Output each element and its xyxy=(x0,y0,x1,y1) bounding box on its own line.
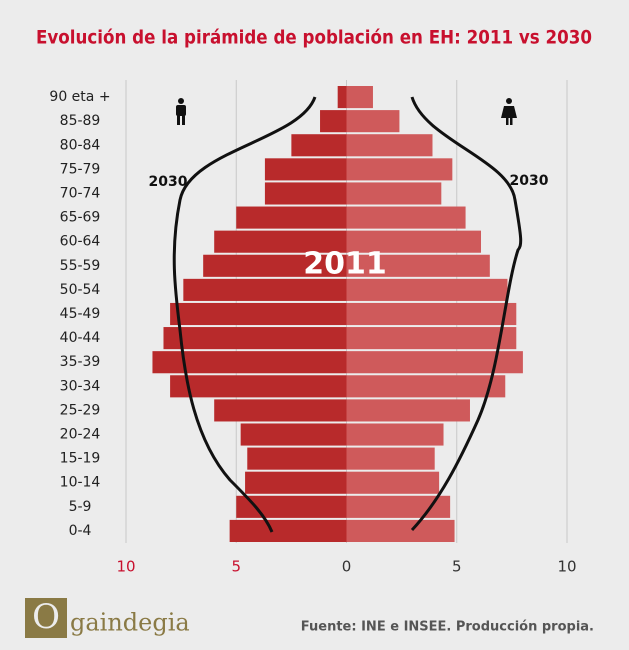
y-tick-label: 50-54 xyxy=(60,282,101,298)
logo-text: gaindegia xyxy=(70,609,190,637)
bar xyxy=(346,423,444,446)
logo: O gaindegia xyxy=(25,597,190,638)
y-tick-label: 20-24 xyxy=(60,427,101,443)
bar xyxy=(346,399,470,422)
bar xyxy=(346,471,440,494)
logo-mark: O xyxy=(32,597,60,637)
bar xyxy=(346,206,466,229)
bar xyxy=(346,327,517,350)
y-tick-label: 75-79 xyxy=(60,161,101,177)
y-tick-label: 55-59 xyxy=(60,258,101,274)
logo-box xyxy=(25,598,67,638)
overlay xyxy=(172,96,523,533)
bar xyxy=(346,158,453,181)
x-tick-label: 0 xyxy=(342,558,352,576)
bar xyxy=(240,423,347,446)
y-tick-label: 15-19 xyxy=(60,451,101,467)
male-icon xyxy=(176,98,186,125)
y-tick-label: 30-34 xyxy=(60,378,101,394)
y-tick-label: 10-14 xyxy=(60,475,101,491)
bar xyxy=(170,375,347,398)
y-tick-label: 70-74 xyxy=(60,185,101,201)
bar xyxy=(291,134,347,157)
bar xyxy=(346,134,433,157)
x-tick-label: 5 xyxy=(452,558,462,576)
bar xyxy=(346,86,373,109)
bar xyxy=(236,495,347,518)
curve-2030-right xyxy=(410,96,523,532)
bar xyxy=(346,110,400,133)
y-tick-label: 65-69 xyxy=(60,210,101,226)
y-tick-label: 35-39 xyxy=(60,354,101,370)
y-tick-label: 60-64 xyxy=(60,234,101,250)
bar xyxy=(346,230,482,253)
bar xyxy=(346,495,451,518)
x-tick-label: 5 xyxy=(231,558,241,576)
bar xyxy=(346,278,508,301)
bar xyxy=(152,351,347,374)
source: Fuente: INE e INSEE. Producción propia. xyxy=(301,620,594,635)
plot-area: 90 eta + 85-89 80-84 75-79 70-74 65-69 60-64 55… xyxy=(49,80,568,543)
bar xyxy=(183,278,347,301)
annotation-2011: 2011 xyxy=(303,247,387,282)
y-tick-label: 25-29 xyxy=(60,402,101,418)
annotation-2030-right: 2030 xyxy=(510,173,549,189)
bar xyxy=(170,302,347,326)
bar xyxy=(346,351,523,374)
y-tick-label: 45-49 xyxy=(60,306,101,322)
bar xyxy=(346,254,490,277)
bar xyxy=(214,230,347,253)
bar xyxy=(346,447,435,470)
bar xyxy=(245,471,347,494)
bar xyxy=(163,327,347,350)
bar xyxy=(337,86,347,109)
y-tick-label: 85-89 xyxy=(60,113,101,129)
bar xyxy=(247,447,347,470)
curve-2030-left xyxy=(172,96,317,533)
x-tick-label: 10 xyxy=(557,558,576,576)
bar xyxy=(346,302,517,326)
chart-title: Evolución de la pirámide de población en… xyxy=(36,27,592,49)
annotation-2030-left: 2030 xyxy=(149,174,188,190)
bar xyxy=(346,375,506,398)
bar xyxy=(264,158,347,181)
bar xyxy=(320,110,347,133)
bar xyxy=(229,519,347,542)
y-tick-label: 80-84 xyxy=(60,137,101,153)
bar xyxy=(346,519,455,542)
female-icon xyxy=(501,98,517,125)
y-tick-label: 90 eta + xyxy=(49,89,110,105)
x-tick-label: 10 xyxy=(116,558,135,576)
y-tick-label: 40-44 xyxy=(60,330,101,346)
bar xyxy=(203,254,347,277)
bar xyxy=(214,399,347,422)
bar xyxy=(236,206,347,229)
bar xyxy=(346,182,442,205)
y-tick-label: 5-9 xyxy=(69,499,92,515)
bar xyxy=(264,182,347,205)
y-tick-label: 0-4 xyxy=(69,523,92,539)
